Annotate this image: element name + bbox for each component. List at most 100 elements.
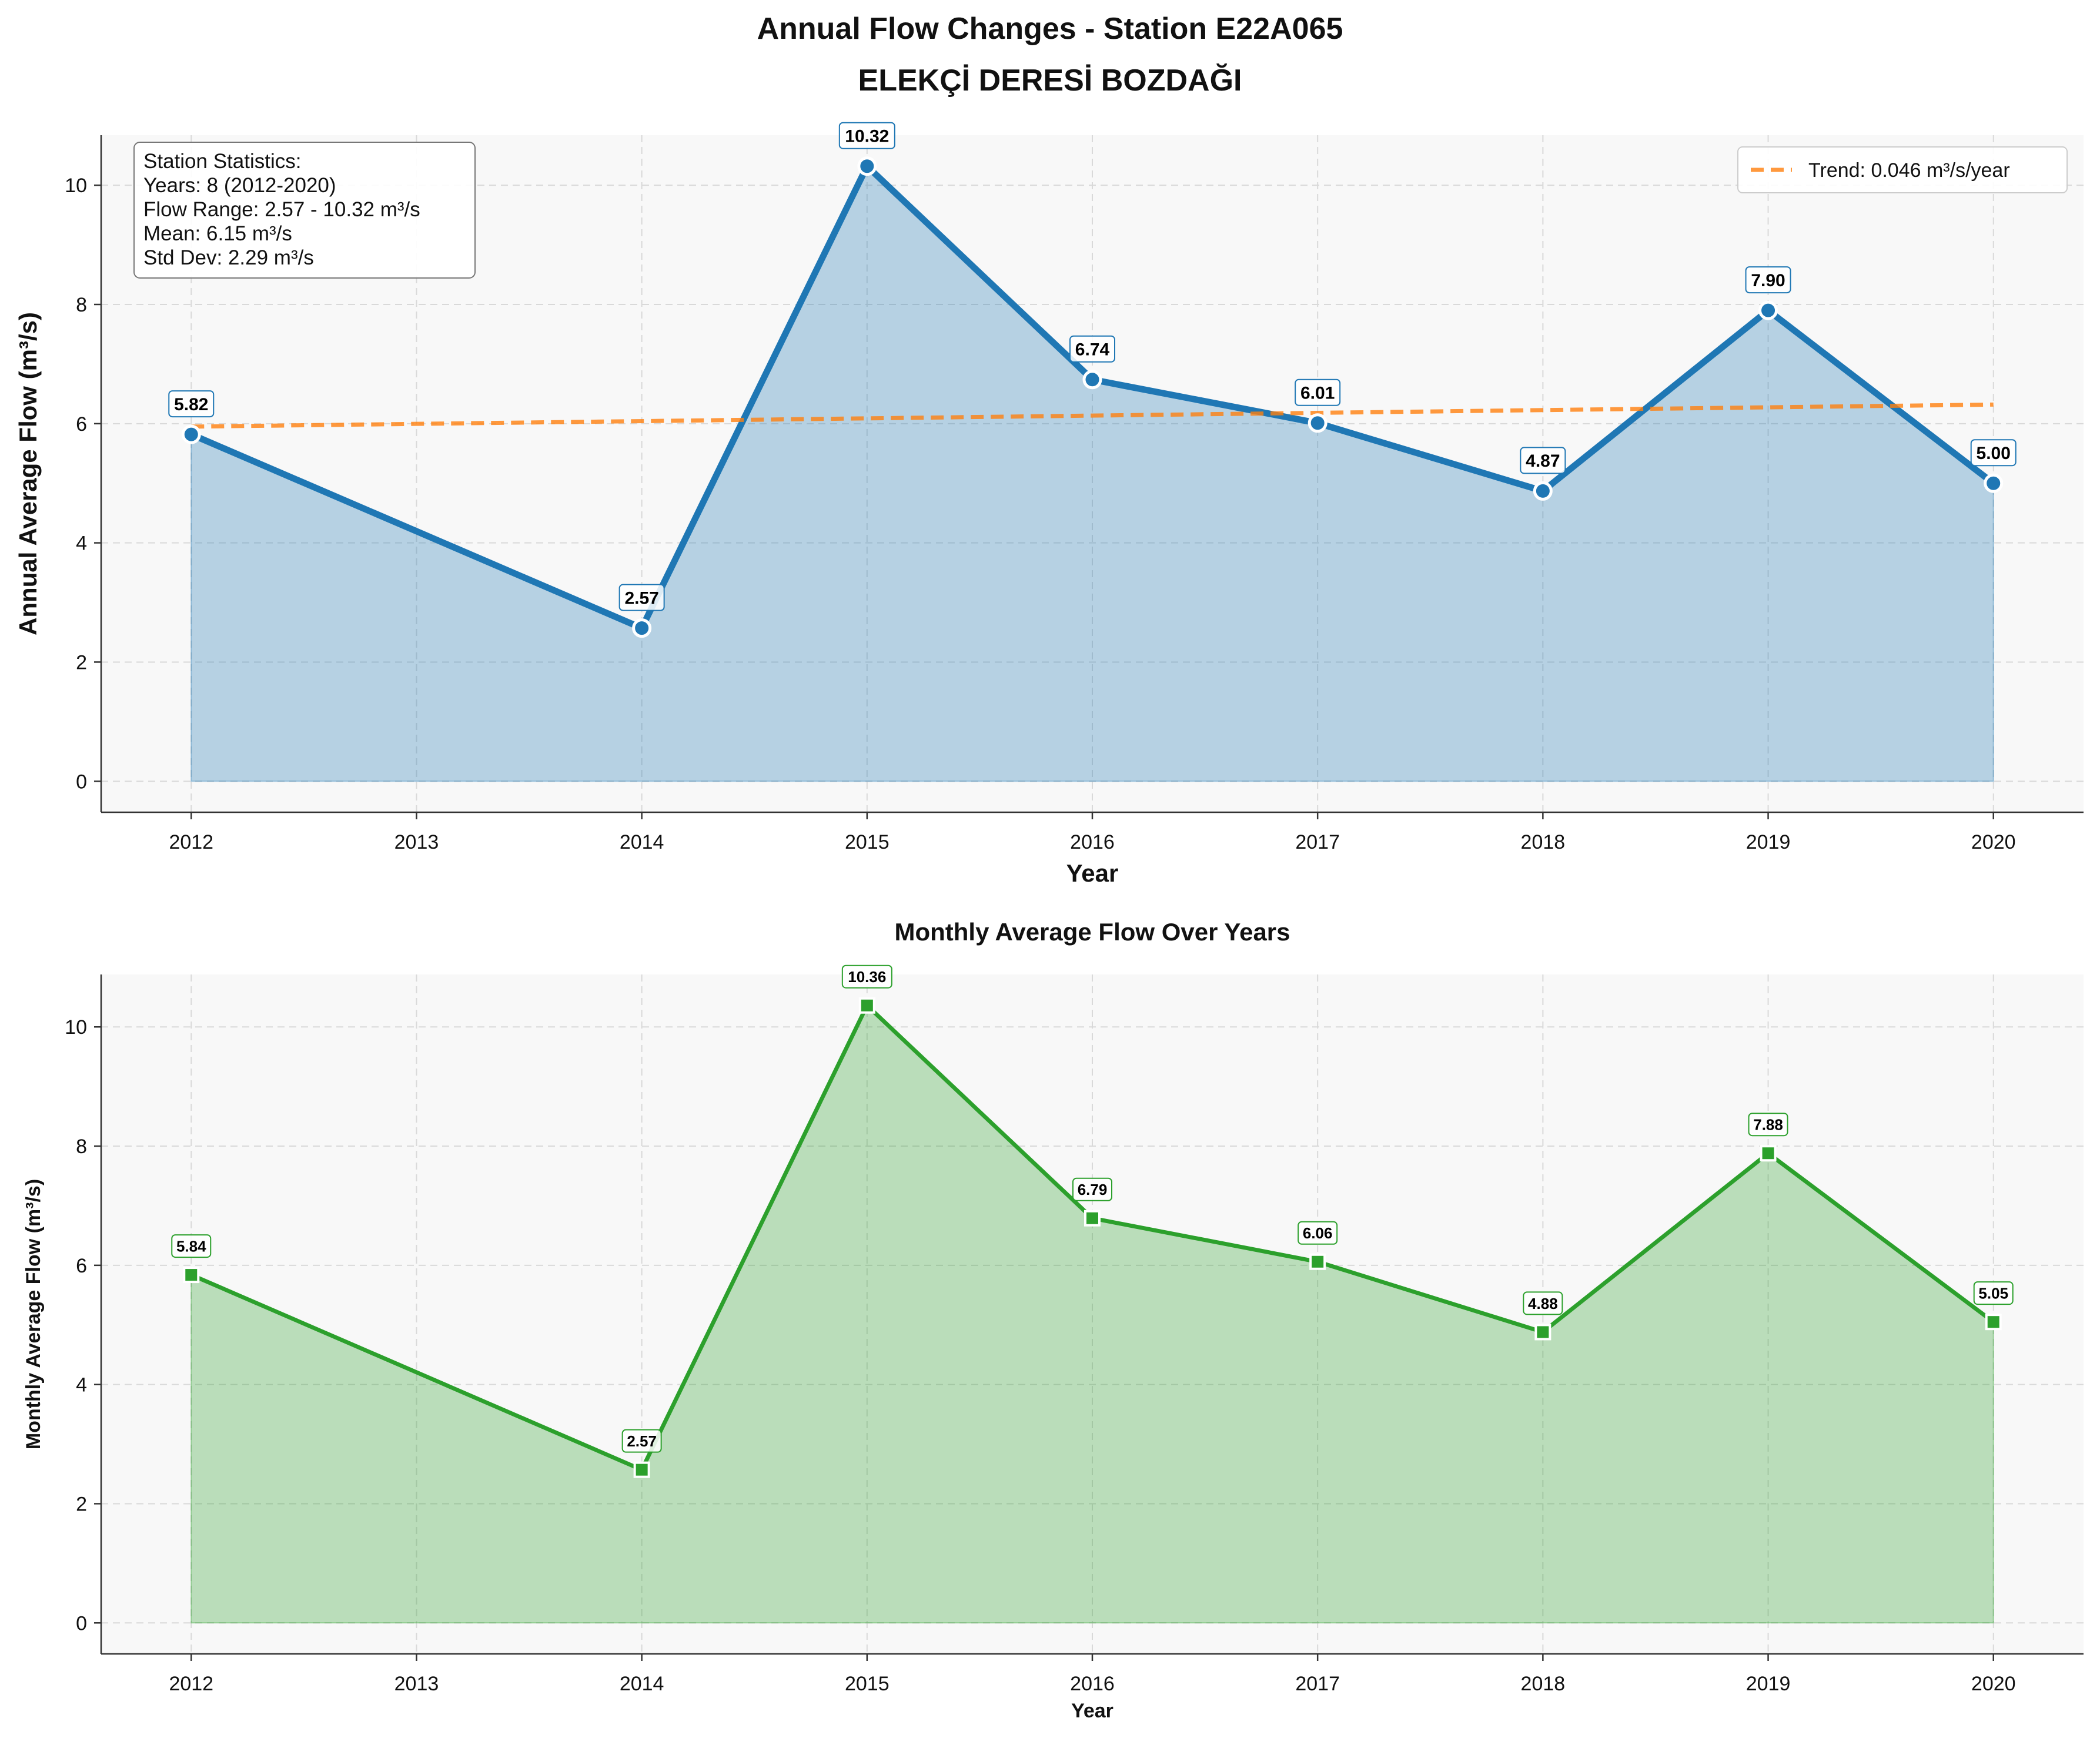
value-label: 4.88 bbox=[1528, 1295, 1558, 1312]
value-label: 10.32 bbox=[845, 127, 889, 146]
panel-title: Monthly Average Flow Over Years bbox=[894, 918, 1290, 946]
data-point bbox=[181, 424, 201, 444]
legend-label: Trend: 0.046 m³/s/year bbox=[1808, 159, 2010, 182]
value-label: 5.82 bbox=[174, 395, 208, 414]
data-point bbox=[1309, 1253, 1326, 1270]
stats-line: Years: 8 (2012-2020) bbox=[143, 174, 336, 197]
data-point bbox=[1308, 413, 1327, 433]
y-axis-label: Monthly Average Flow (m³/s) bbox=[22, 1179, 45, 1449]
stats-line: Std Dev: 2.29 m³/s bbox=[143, 246, 314, 269]
x-tick-label: 2012 bbox=[169, 831, 213, 853]
x-tick-label: 2016 bbox=[1070, 831, 1115, 853]
value-label-box bbox=[171, 1234, 212, 1258]
series-line bbox=[188, 163, 1997, 632]
x-tick-label: 2018 bbox=[1521, 1673, 1566, 1695]
stats-line: Station Statistics: bbox=[143, 150, 301, 173]
data-point bbox=[1758, 300, 1778, 320]
x-tick-label: 2017 bbox=[1295, 1673, 1340, 1695]
x-tick-label: 2012 bbox=[169, 1673, 213, 1695]
value-label-box bbox=[1295, 379, 1341, 406]
y-tick-label: 2 bbox=[76, 651, 87, 674]
value-label-box bbox=[1072, 1177, 1112, 1201]
value-label: 5.84 bbox=[176, 1237, 206, 1255]
stats-line: Flow Range: 2.57 - 10.32 m³/s bbox=[143, 198, 420, 221]
value-label-box bbox=[168, 390, 215, 418]
y-tick-label: 10 bbox=[65, 175, 87, 197]
y-tick-label: 4 bbox=[76, 1374, 87, 1396]
y-tick-label: 0 bbox=[76, 1612, 87, 1635]
x-tick-label: 2014 bbox=[620, 831, 664, 853]
value-label: 4.87 bbox=[1526, 451, 1560, 471]
data-point bbox=[1760, 1145, 1777, 1162]
y-axis-label: Annual Average Flow (m³/s) bbox=[14, 312, 42, 635]
value-label-box bbox=[1970, 439, 2017, 467]
x-tick-label: 2018 bbox=[1521, 831, 1566, 853]
x-axis-label: Year bbox=[1071, 1700, 1113, 1722]
y-tick-label: 0 bbox=[76, 771, 87, 793]
y-tick-label: 6 bbox=[76, 1255, 87, 1277]
y-tick-label: 8 bbox=[76, 1136, 87, 1158]
data-point bbox=[1084, 1210, 1101, 1227]
x-tick-label: 2015 bbox=[845, 831, 890, 853]
y-tick-label: 8 bbox=[76, 294, 87, 316]
x-tick-label: 2013 bbox=[394, 831, 439, 853]
value-label-box bbox=[1523, 1291, 1563, 1315]
data-point bbox=[1984, 473, 2004, 493]
x-tick-label: 2015 bbox=[845, 1673, 890, 1695]
series-line bbox=[189, 1003, 1996, 1472]
value-label: 2.57 bbox=[624, 588, 658, 608]
value-label: 10.36 bbox=[848, 968, 886, 986]
data-point bbox=[1985, 1314, 2002, 1331]
x-tick-label: 2020 bbox=[1971, 831, 2016, 853]
value-label-box bbox=[841, 964, 892, 989]
stats-box bbox=[133, 142, 476, 279]
y-tick-label: 2 bbox=[76, 1493, 87, 1515]
value-label-box bbox=[1748, 1113, 1788, 1137]
value-label-box bbox=[838, 122, 895, 149]
stats-line: Mean: 6.15 m³/s bbox=[143, 222, 292, 245]
figure-title-line1: Annual Flow Changes - Station E22A065 bbox=[757, 12, 1343, 46]
value-label: 7.90 bbox=[1751, 271, 1785, 290]
value-label-box bbox=[1973, 1281, 2014, 1305]
y-tick-label: 4 bbox=[76, 532, 87, 555]
value-label: 6.01 bbox=[1300, 384, 1335, 403]
x-tick-label: 2019 bbox=[1746, 831, 1791, 853]
data-point bbox=[857, 156, 877, 176]
value-label-box bbox=[1069, 335, 1115, 363]
value-label: 2.57 bbox=[627, 1432, 657, 1450]
figure-title-line2: ELEKÇİ DERESİ BOZDAĞI bbox=[858, 63, 1242, 98]
value-label-box bbox=[1298, 1221, 1338, 1245]
value-label: 5.05 bbox=[1978, 1285, 2008, 1302]
trend-line bbox=[191, 402, 1994, 429]
data-point bbox=[1082, 370, 1102, 390]
data-point bbox=[858, 997, 875, 1014]
x-tick-label: 2017 bbox=[1295, 831, 1340, 853]
data-point bbox=[1533, 481, 1553, 501]
y-tick-label: 10 bbox=[65, 1016, 87, 1039]
x-tick-label: 2013 bbox=[394, 1673, 439, 1695]
x-tick-label: 2014 bbox=[620, 1673, 664, 1695]
x-tick-label: 2016 bbox=[1070, 1673, 1115, 1695]
x-tick-label: 2020 bbox=[1971, 1673, 2016, 1695]
data-point bbox=[632, 618, 652, 638]
data-point bbox=[633, 1461, 650, 1478]
value-label-box bbox=[618, 584, 665, 611]
data-point bbox=[1534, 1324, 1551, 1341]
y-tick-label: 6 bbox=[76, 413, 87, 436]
value-label: 6.06 bbox=[1303, 1224, 1333, 1242]
legend-box bbox=[1737, 146, 2068, 193]
value-label: 5.00 bbox=[1977, 444, 2011, 463]
value-label: 7.88 bbox=[1753, 1116, 1783, 1134]
data-point bbox=[183, 1267, 200, 1284]
value-label-box bbox=[1520, 447, 1566, 474]
value-label: 6.74 bbox=[1075, 340, 1110, 360]
x-tick-label: 2019 bbox=[1746, 1673, 1791, 1695]
value-label-box bbox=[1745, 266, 1791, 294]
value-label: 6.79 bbox=[1078, 1181, 1108, 1198]
value-label-box bbox=[621, 1429, 662, 1453]
x-axis-label: Year bbox=[1066, 859, 1119, 887]
